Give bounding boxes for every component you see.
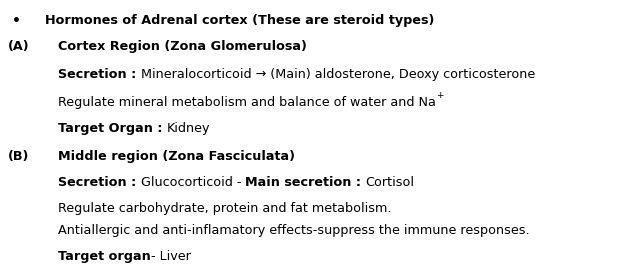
Text: (B): (B) [8,150,29,163]
Text: +: + [436,91,443,100]
Text: •: • [12,14,21,28]
Text: Main secretion :: Main secretion : [245,176,366,189]
Text: Regulate carbohydrate, protein and fat metabolism.: Regulate carbohydrate, protein and fat m… [58,202,391,215]
Text: Secretion :: Secretion : [58,176,141,189]
Text: Target organ: Target organ [58,250,151,263]
Text: Cortex Region (Zona Glomerulosa): Cortex Region (Zona Glomerulosa) [58,40,307,53]
Text: Regulate mineral metabolism and balance of water and Na: Regulate mineral metabolism and balance … [58,96,436,109]
Text: (A): (A) [8,40,30,53]
Text: Target Organ :: Target Organ : [58,122,167,135]
Text: Hormones of Adrenal cortex (These are steroid types): Hormones of Adrenal cortex (These are st… [45,14,434,27]
Text: Cortisol: Cortisol [366,176,415,189]
Text: - Liver: - Liver [151,250,191,263]
Text: Antiallergic and anti-inflamatory effects-suppress the immune responses.: Antiallergic and anti-inflamatory effect… [58,224,530,237]
Text: Middle region (Zona Fasciculata): Middle region (Zona Fasciculata) [58,150,295,163]
Text: Mineralocorticoid → (Main) aldosterone, Deoxy corticosterone: Mineralocorticoid → (Main) aldosterone, … [141,68,535,81]
Text: Glucocorticoid -: Glucocorticoid - [141,176,245,189]
Text: Secretion :: Secretion : [58,68,141,81]
Text: Kidney: Kidney [167,122,211,135]
